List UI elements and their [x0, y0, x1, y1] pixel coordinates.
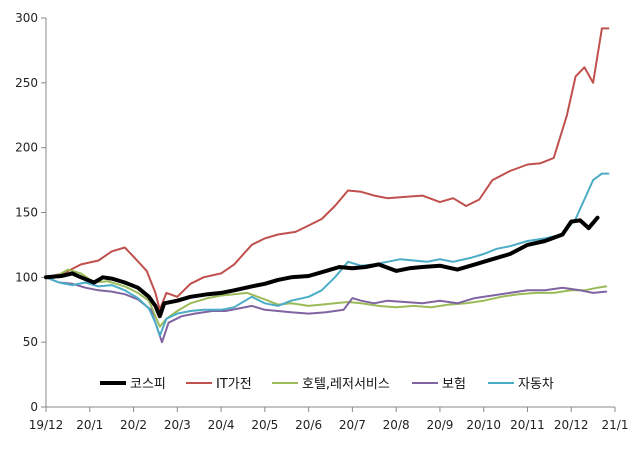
x-tick-label: 20/10: [466, 418, 501, 432]
y-tick-label: 0: [30, 400, 38, 414]
series-layer: [44, 27, 610, 344]
legend-label: 보험: [442, 377, 466, 392]
x-tick-label: 20/8: [383, 418, 410, 432]
y-tick-label: 100: [15, 270, 38, 284]
series-line-3: [45, 268, 608, 328]
legend-label: 코스피: [130, 377, 166, 392]
x-tick-label: 20/1: [76, 418, 103, 432]
x-tick-label: 20/11: [510, 418, 545, 432]
series-line-4: [45, 276, 608, 344]
x-tick-label: 20/3: [164, 418, 191, 432]
series-line-2: [45, 27, 610, 311]
x-tick-label: 20/5: [251, 418, 278, 432]
x-tick-label: 20/6: [295, 418, 322, 432]
y-tick-label: 50: [23, 335, 38, 349]
series-line-5: [45, 172, 610, 337]
y-tick-label: 300: [15, 11, 38, 25]
y-tick-label: 150: [15, 206, 38, 220]
x-ticks: 19/12 20/1 20/2 20/3 20/4 20/5 20/6 20/7 20/8 20/…: [29, 407, 629, 432]
series-line-1: [44, 215, 600, 319]
x-tick-label: 20/9: [426, 418, 453, 432]
x-tick-label: 20/2: [120, 418, 147, 432]
x-tick-label: 19/12: [29, 418, 64, 432]
legend-label: IT가전: [216, 377, 252, 392]
x-tick-label: 20/12: [554, 418, 589, 432]
x-tick-label: 20/4: [208, 418, 235, 432]
y-tick-label: 250: [15, 76, 38, 90]
y-ticks: 0 50 100 150 200 250 300: [15, 11, 46, 414]
legend-label: 자동차: [518, 377, 554, 392]
x-tick-label: 20/7: [339, 418, 366, 432]
legend-label: 호텔,레저서비스: [302, 377, 390, 392]
legend: 코스피 IT가전 호텔,레저서비스 보험 자동차: [100, 377, 554, 392]
x-tick-label: 21/1: [602, 418, 629, 432]
y-tick-label: 200: [15, 141, 38, 155]
